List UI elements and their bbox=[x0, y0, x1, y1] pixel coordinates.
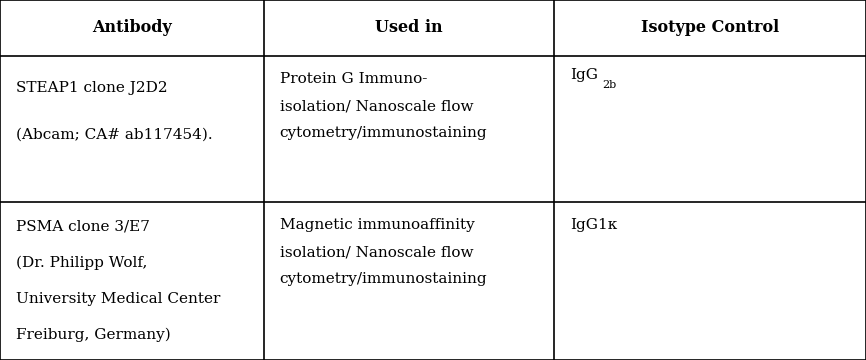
Text: University Medical Center: University Medical Center bbox=[16, 292, 220, 306]
Text: Used in: Used in bbox=[375, 19, 443, 36]
Text: cytometry/immunostaining: cytometry/immunostaining bbox=[280, 272, 488, 286]
Text: Protein G Immuno-: Protein G Immuno- bbox=[280, 72, 427, 86]
Text: IgG1κ: IgG1κ bbox=[570, 218, 617, 232]
Text: isolation/ Nanoscale flow: isolation/ Nanoscale flow bbox=[280, 245, 473, 259]
Text: (Abcam; CA# ab117454).: (Abcam; CA# ab117454). bbox=[16, 128, 212, 142]
Text: IgG: IgG bbox=[570, 68, 598, 82]
Text: isolation/ Nanoscale flow: isolation/ Nanoscale flow bbox=[280, 99, 473, 113]
Text: Antibody: Antibody bbox=[92, 19, 172, 36]
Text: 2b: 2b bbox=[603, 80, 617, 90]
Text: Freiburg, Germany): Freiburg, Germany) bbox=[16, 328, 171, 342]
Text: (Dr. Philipp Wolf,: (Dr. Philipp Wolf, bbox=[16, 256, 147, 270]
Text: cytometry/immunostaining: cytometry/immunostaining bbox=[280, 126, 488, 140]
Text: STEAP1 clone J2D2: STEAP1 clone J2D2 bbox=[16, 81, 167, 95]
Text: PSMA clone 3/E7: PSMA clone 3/E7 bbox=[16, 220, 150, 234]
Text: Isotype Control: Isotype Control bbox=[641, 19, 779, 36]
Text: Magnetic immunoaffinity: Magnetic immunoaffinity bbox=[280, 218, 475, 232]
